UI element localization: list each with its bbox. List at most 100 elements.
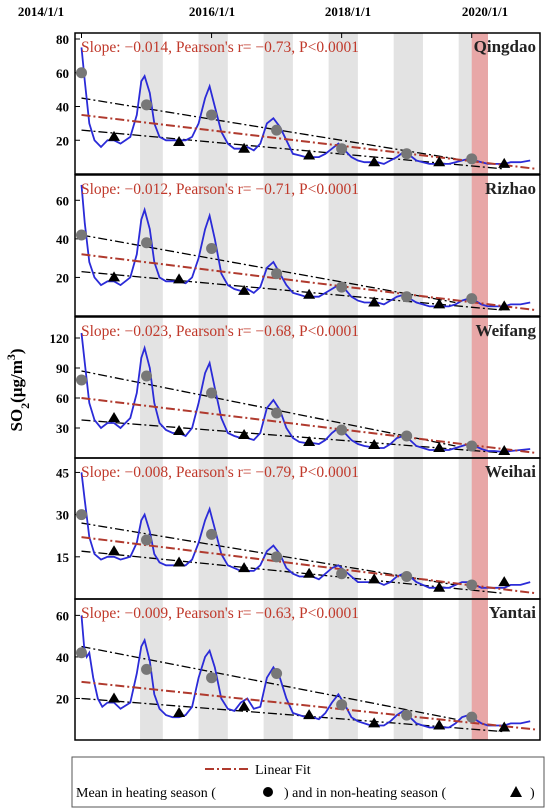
nonheating-mean-point (433, 298, 446, 309)
panel-rizhao: 20 40 60 Slope: −0.012, Pearson's r= −0.71,… (56, 179, 537, 312)
panel-stats: Slope: −0.008, Pearson's r= −0.79, P<0.0… (81, 464, 359, 481)
heating-mean-point (141, 534, 153, 546)
y-tick-label: 60 (56, 608, 69, 623)
heating-band-5 (393, 33, 423, 740)
heating-band-2 (198, 33, 228, 740)
nonheating-mean-point (498, 721, 511, 732)
heating-band-3 (263, 33, 293, 740)
heating-mean-point (76, 509, 88, 521)
heating-mean-point (141, 663, 153, 675)
nonheating-mean-point (173, 707, 186, 717)
nonheating-mean-point (303, 149, 316, 160)
panel-stats: Slope: −0.023, Pearson's r= −0.68, P<0.0… (81, 323, 359, 340)
heating-mean-point (401, 148, 413, 160)
linear-fit-line (81, 113, 537, 170)
heating-mean-point (466, 440, 478, 452)
panel-city-name: Rizhao (485, 179, 536, 198)
nonheating-mean-point (238, 562, 251, 573)
y-tick-label: 40 (56, 650, 69, 665)
heating-mean-point (401, 709, 413, 721)
so2-series-line (80, 472, 531, 589)
nonheating-trend-line (81, 129, 505, 170)
heating-mean-point (271, 668, 283, 680)
y-tick-label: 60 (56, 66, 69, 81)
nonheating-mean-point (368, 296, 381, 307)
heating-mean-point (466, 579, 478, 591)
y-tick-label: 40 (56, 232, 69, 247)
linear-fit-line (81, 253, 537, 312)
nonheating-mean-point (498, 576, 511, 587)
nonheating-mean-point (433, 156, 446, 167)
heating-mean-point (206, 243, 218, 254)
heating-mean-point (271, 407, 283, 419)
heating-mean-point (76, 647, 88, 659)
panel-frames (74, 32, 541, 741)
nonheating-mean-point (433, 442, 446, 452)
nonheating-mean-point (173, 425, 186, 435)
legend: Linear Fit Mean in heating season ( ) an… (71, 756, 545, 808)
y-tick-label: 20 (56, 133, 69, 148)
y-axis-label: SO2(μg/m3) (4, 348, 32, 431)
nonheating-mean-point (173, 135, 186, 146)
date-label-2016: 2016/1/1 (189, 4, 235, 19)
so2-series-line (80, 47, 531, 165)
nonheating-mean-point (498, 445, 511, 455)
panel-weihai: 15 30 45 Slope: −0.008, Pearson's r= −0.79,… (56, 462, 537, 595)
legend-box (71, 756, 545, 808)
nonheating-mean-point (108, 692, 121, 703)
legend-marker-text-3: ) (530, 786, 535, 801)
nonheating-mean-point (433, 581, 446, 592)
panel-stats: Slope: −0.012, Pearson's r= −0.71, P<0.0… (81, 181, 359, 198)
y-tick-label: 40 (56, 100, 69, 115)
panel-yantai: 20 40 60 Slope: −0.009, Pearson's r= −0.63,… (56, 603, 537, 733)
heating-season-shading (140, 33, 488, 740)
linear-fit-line (81, 680, 537, 731)
heating-mean-point (141, 237, 153, 249)
heating-mean-point (141, 370, 153, 382)
legend-heating-marker (263, 787, 273, 797)
highlight-band (471, 33, 488, 740)
heating-mean-point (76, 229, 88, 241)
y-tick-label: 30 (56, 421, 69, 436)
nonheating-mean-point (108, 412, 121, 422)
y-tick-label: 120 (50, 331, 70, 346)
linear-fit-line (81, 536, 537, 595)
y-tick-label: 45 (56, 465, 70, 480)
nonheating-mean-point (108, 271, 121, 282)
date-label-2014: 2014/1/1 (18, 4, 64, 19)
legend-marker-text-1: Mean in heating season ( (76, 786, 216, 801)
nonheating-mean-point (173, 273, 186, 284)
nonheating-mean-point (238, 284, 251, 295)
panel-city-name: Weihai (485, 462, 536, 481)
date-label-2020: 2020/1/1 (462, 4, 508, 19)
heating-trend-line (81, 370, 456, 447)
y-tick-label: 60 (56, 391, 69, 406)
nonheating-mean-point (368, 439, 381, 449)
heating-mean-point (401, 430, 413, 442)
heating-mean-point (336, 143, 348, 155)
heating-mean-point (141, 99, 153, 111)
y-tick-label: 20 (56, 270, 69, 285)
nonheating-mean-point (433, 719, 446, 730)
heating-trend-line (81, 522, 456, 586)
chart-panels: 20 40 60 80 Slope: −0.014, Pearson's r= −0.7… (50, 32, 537, 733)
nonheating-mean-point (303, 709, 316, 720)
panel-city-name: Qingdao (474, 37, 536, 56)
nonheating-mean-point (368, 717, 381, 728)
heating-mean-point (206, 672, 218, 684)
nonheating-trend-line (81, 697, 505, 733)
panel-frame (74, 174, 541, 317)
y-tick-label: 90 (56, 361, 69, 376)
panel-qingdao: 20 40 60 80 Slope: −0.014, Pearson's r= −0.7… (56, 32, 537, 170)
linear-fit-line (81, 397, 537, 454)
heating-mean-point (271, 124, 283, 136)
heating-mean-point (336, 568, 348, 580)
heating-mean-point (76, 67, 88, 79)
heating-mean-point (336, 281, 348, 293)
heating-mean-point (206, 109, 218, 121)
panel-stats: Slope: −0.009, Pearson's r= −0.63, P<0.0… (81, 605, 359, 622)
heating-mean-point (206, 528, 218, 540)
panel-frame (74, 598, 541, 741)
nonheating-mean-point (238, 700, 251, 711)
